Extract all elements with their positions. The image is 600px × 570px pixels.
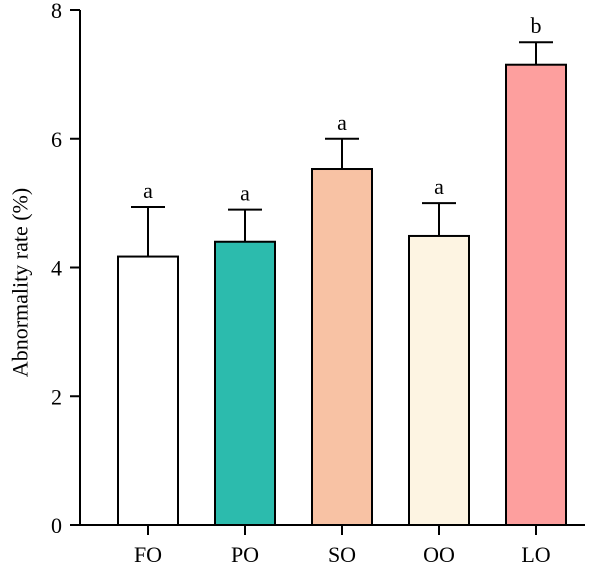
significance-label-po: a bbox=[240, 181, 250, 206]
bar-po bbox=[214, 240, 276, 526]
x-tick-label-oo: OO bbox=[423, 542, 455, 567]
y-tick-label: 6 bbox=[51, 127, 62, 152]
y-tick-label: 8 bbox=[51, 0, 62, 23]
error-bars bbox=[131, 41, 553, 257]
significance-label-lo: b bbox=[531, 13, 542, 38]
y-tick-label: 0 bbox=[51, 513, 62, 538]
bar-lo bbox=[505, 63, 567, 526]
bar-so bbox=[311, 168, 373, 526]
significance-label-so: a bbox=[337, 110, 347, 135]
significance-label-oo: a bbox=[434, 174, 444, 199]
x-tick-label-fo: FO bbox=[134, 542, 162, 567]
significance-labels: a a a a b bbox=[143, 13, 541, 205]
y-axis-label: Abnormality rate (%) bbox=[8, 188, 33, 377]
y-tick-label: 2 bbox=[51, 384, 62, 409]
y-tick-label: 4 bbox=[51, 256, 62, 281]
x-ticks: FO PO SO OO LO bbox=[134, 525, 551, 567]
x-axis: FO PO SO OO LO bbox=[79, 524, 585, 567]
y-axis: 0 2 4 6 8 bbox=[51, 0, 81, 538]
bar-oo bbox=[408, 234, 470, 527]
x-tick-label-so: SO bbox=[328, 542, 356, 567]
bars bbox=[117, 63, 567, 527]
x-tick-label-lo: LO bbox=[521, 542, 550, 567]
x-tick-label-po: PO bbox=[231, 542, 259, 567]
significance-label-fo: a bbox=[143, 178, 153, 203]
y-ticks: 0 2 4 6 8 bbox=[51, 0, 80, 538]
bar-fo bbox=[117, 255, 179, 526]
